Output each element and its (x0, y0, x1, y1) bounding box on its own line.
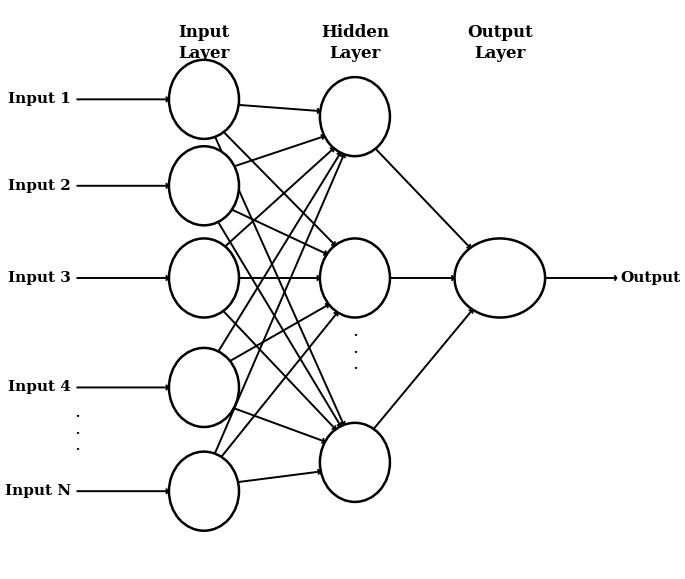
Text: Input 2: Input 2 (8, 179, 71, 193)
Text: Input
Layer: Input Layer (178, 24, 229, 63)
Text: Input 3: Input 3 (8, 271, 71, 285)
Text: Input 1: Input 1 (8, 92, 71, 107)
Ellipse shape (169, 452, 239, 531)
Ellipse shape (169, 348, 239, 427)
Ellipse shape (320, 423, 390, 502)
Ellipse shape (320, 239, 390, 317)
Ellipse shape (169, 60, 239, 139)
Text: ·
·
·: · · · (74, 408, 80, 459)
Text: Input N: Input N (5, 484, 71, 498)
Ellipse shape (320, 77, 390, 156)
Ellipse shape (169, 146, 239, 225)
Ellipse shape (169, 239, 239, 317)
Text: Output
Layer: Output Layer (467, 24, 533, 63)
Text: Output: Output (621, 271, 681, 285)
Text: Hidden
Layer: Hidden Layer (321, 24, 389, 63)
Ellipse shape (455, 239, 545, 317)
Text: ·
·
·: · · · (352, 327, 358, 379)
Text: Input 4: Input 4 (8, 380, 71, 394)
